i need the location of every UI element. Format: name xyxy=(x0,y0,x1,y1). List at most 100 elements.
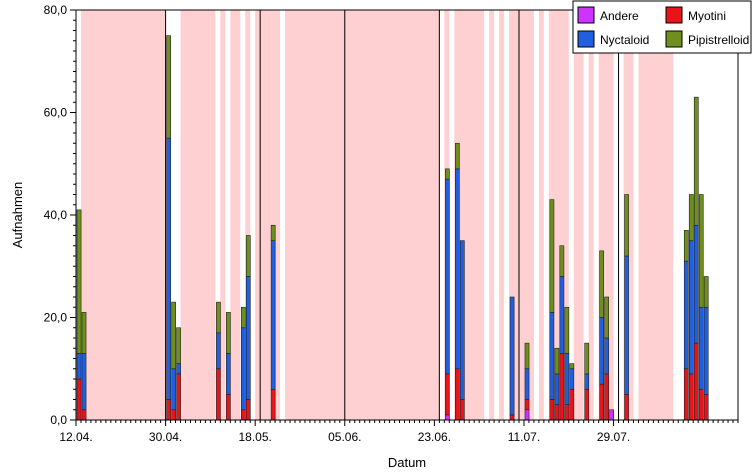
shaded-period-18 xyxy=(638,10,674,420)
bar-segment-pipistrelloid-110 xyxy=(624,194,629,257)
x-tick-label-5: 11.07. xyxy=(508,430,540,444)
shaded-period-0 xyxy=(80,10,166,420)
bar-segment-myotini-105 xyxy=(599,383,605,421)
bar-segment-pipistrelloid-97 xyxy=(559,245,565,277)
bar-day-1 xyxy=(81,312,87,421)
bar-day-34 xyxy=(245,235,251,421)
bar-day-20 xyxy=(176,327,181,421)
legend-label-pipistrelloid: Pipistrelloid xyxy=(688,33,749,47)
bar-segment-myotini-77 xyxy=(459,399,465,421)
bar-segment-nyctaloid-0 xyxy=(76,353,82,380)
bar-day-98 xyxy=(564,306,570,421)
bar-segment-pipistrelloid-74 xyxy=(445,168,450,180)
bar-day-18 xyxy=(166,35,171,421)
bar-segment-myotini-30 xyxy=(226,394,231,421)
bar-segment-myotini-95 xyxy=(549,399,555,421)
bar-segment-pipistrelloid-125 xyxy=(698,194,704,308)
bar-segment-nyctaloid-126 xyxy=(703,306,709,395)
bar-segment-nyctaloid-30 xyxy=(226,353,231,395)
shaded-period-14 xyxy=(573,10,584,420)
bar-segment-nyctaloid-110 xyxy=(624,255,629,395)
bar-day-33 xyxy=(240,306,246,421)
bar-segment-nyctaloid-77 xyxy=(459,240,465,400)
bar-segment-myotini-123 xyxy=(688,373,694,421)
bar-segment-nyctaloid-34 xyxy=(245,276,251,400)
bar-segment-myotini-74 xyxy=(445,373,450,416)
legend: Andere Myotini Nyctaloid Pipistrelloid xyxy=(572,0,752,54)
bar-segment-nyctaloid-96 xyxy=(554,373,560,405)
shaded-period-1 xyxy=(180,10,216,420)
bar-day-28 xyxy=(216,301,221,421)
shaded-period-10 xyxy=(499,10,505,420)
bar-segment-nyctaloid-1 xyxy=(81,353,87,411)
bar-segment-myotini-18 xyxy=(166,399,171,421)
bar-segment-nyctaloid-33 xyxy=(240,327,246,411)
bar-segment-myotini-124 xyxy=(693,342,699,421)
shaded-period-12 xyxy=(538,10,544,420)
axes-layer: 0,0 20,0 40,0 60,0 80,0 12.04. 30.04. 18.05. 05.… xyxy=(10,3,739,470)
bar-segment-myotini-19 xyxy=(171,409,176,421)
bar-segment-pipistrelloid-34 xyxy=(245,235,251,277)
legend-swatch-pipistrelloid xyxy=(665,30,683,48)
bar-day-105 xyxy=(599,250,605,421)
bar-segment-nyctaloid-99 xyxy=(569,368,575,390)
bar-segment-pipistrelloid-99 xyxy=(569,363,575,370)
legend-label-andere: Andere xyxy=(600,9,639,23)
bar-segment-pipistrelloid-30 xyxy=(226,312,231,354)
bar-segment-myotini-33 xyxy=(240,409,246,421)
bar-segment-myotini-34 xyxy=(245,399,251,421)
bar-segment-nyctaloid-125 xyxy=(698,306,704,390)
bar-segment-nyctaloid-39 xyxy=(270,240,276,390)
bar-segment-myotini-110 xyxy=(624,394,629,421)
bar-day-39 xyxy=(270,224,276,421)
legend-swatch-nyctaloid xyxy=(577,30,595,48)
bar-segment-pipistrelloid-126 xyxy=(703,276,709,308)
bar-segment-myotini-96 xyxy=(554,404,560,421)
vertical-lines-layer xyxy=(165,10,620,420)
bar-segment-pipistrelloid-105 xyxy=(599,250,605,318)
bar-segment-pipistrelloid-39 xyxy=(270,224,276,241)
bar-segment-nyctaloid-20 xyxy=(176,363,181,375)
bar-segment-myotini-28 xyxy=(216,368,221,421)
bar-segment-myotini-106 xyxy=(604,373,609,421)
shaded-period-2 xyxy=(220,10,226,420)
bar-segment-pipistrelloid-33 xyxy=(240,306,246,329)
bar-segment-andere-107 xyxy=(609,409,614,421)
bar-segment-nyctaloid-98 xyxy=(564,353,570,405)
bar-segment-nyctaloid-106 xyxy=(604,337,609,375)
bar-day-106 xyxy=(604,296,609,421)
bar-segment-nyctaloid-74 xyxy=(445,178,450,375)
bar-day-90 xyxy=(524,342,530,421)
legend-label-myotini: Myotini xyxy=(688,9,726,23)
bar-segment-nyctaloid-123 xyxy=(688,240,694,375)
bar-segment-myotini-98 xyxy=(564,404,570,421)
legend-swatch-andere xyxy=(577,6,595,24)
x-tick-label-2: 18.05. xyxy=(239,430,272,444)
y-tick-label-3: 60,0 xyxy=(44,106,68,120)
bar-segment-pipistrelloid-19 xyxy=(171,301,176,370)
x-tick-label-3: 05.06. xyxy=(328,430,361,444)
bar-segment-nyctaloid-87 xyxy=(509,296,515,416)
bar-day-77 xyxy=(459,240,465,421)
bar-day-96 xyxy=(554,347,560,421)
bar-segment-pipistrelloid-124 xyxy=(693,96,699,226)
bar-segment-pipistrelloid-0 xyxy=(76,209,82,354)
bar-day-19 xyxy=(171,301,176,421)
bar-segment-myotini-102 xyxy=(584,388,590,421)
bar-day-107 xyxy=(609,409,614,421)
bar-day-76 xyxy=(454,142,460,421)
bar-segment-myotini-87 xyxy=(509,414,515,421)
bar-segment-pipistrelloid-96 xyxy=(554,347,560,375)
shaded-period-6 xyxy=(285,10,440,420)
shaded-period-9 xyxy=(489,10,495,420)
legend-box xyxy=(572,0,752,54)
bar-segment-pipistrelloid-98 xyxy=(564,306,570,354)
x-tick-label-4: 23.06. xyxy=(418,430,451,444)
bar-day-95 xyxy=(549,199,555,421)
legend-label-nyctaloid: Nyctaloid xyxy=(600,33,649,47)
bar-segment-pipistrelloid-1 xyxy=(81,312,87,354)
bar-segment-myotini-125 xyxy=(698,388,704,421)
bar-day-0 xyxy=(76,209,82,421)
